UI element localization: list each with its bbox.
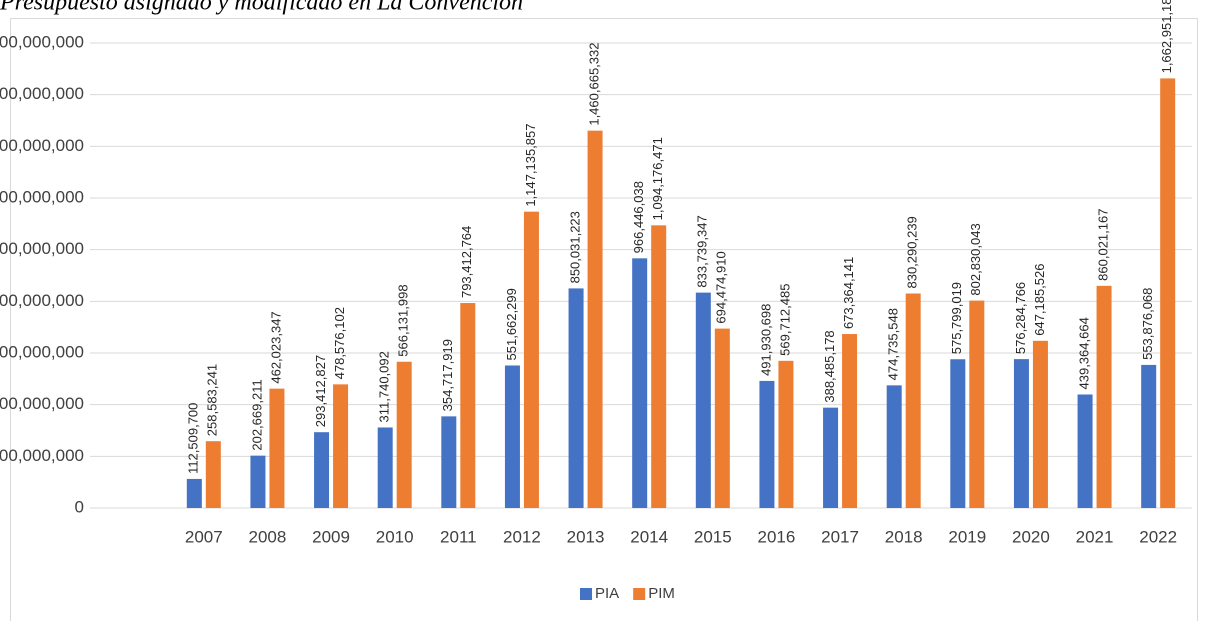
value-label: 293,412,827 [313,355,328,427]
value-label: 673,364,141 [841,257,856,329]
y-tick-label: 600,000,000 [0,342,84,361]
bar [269,388,285,508]
y-tick-label: 1,000,000,000 [0,239,84,258]
bar [651,225,667,508]
bar [504,365,520,508]
value-label: 833,739,347 [695,215,710,287]
bar [905,293,921,508]
x-tick-label: 2020 [1012,527,1050,546]
y-tick-label: 0 [75,497,84,516]
value-label: 575,799,019 [949,282,964,354]
bar [568,288,584,508]
value-label: 112,509,700 [186,403,201,474]
bar [460,303,476,508]
value-label: 1,094,176,471 [650,137,665,220]
bar [523,211,539,509]
value-label: 311,740,092 [377,351,392,422]
bar [1096,285,1112,508]
bar [205,441,221,508]
y-tick-label: 1,400,000,000 [0,136,84,155]
x-tick-label: 2010 [376,527,414,546]
legend-swatch [580,588,592,600]
value-label: 647,185,526 [1032,264,1047,336]
value-label: 553,876,068 [1140,288,1155,360]
bar [842,334,858,508]
x-tick-label: 2007 [185,527,223,546]
bar [1141,364,1157,508]
bar [759,380,775,508]
bar [377,427,393,508]
x-tick-label: 2022 [1139,527,1177,546]
x-tick-label: 2008 [249,527,287,546]
bar [950,359,966,508]
value-label: 850,031,223 [568,211,583,283]
value-label: 793,412,764 [459,226,474,298]
x-tick-label: 2021 [1076,527,1114,546]
x-tick-label: 2018 [885,527,923,546]
x-tick-label: 2009 [312,527,350,546]
value-label: 1,147,135,857 [523,124,538,207]
value-label: 354,717,919 [440,339,455,411]
y-tick-label: 800,000,000 [0,291,84,310]
bar [587,130,603,509]
value-label: 576,284,766 [1013,282,1028,354]
bar [1032,340,1048,508]
value-label: 1,460,665,332 [587,43,602,126]
x-tick-label: 2016 [758,527,796,546]
bar [695,292,711,508]
x-tick-label: 2019 [948,527,986,546]
bar [314,432,330,508]
bar [250,455,266,508]
value-label: 474,735,548 [886,308,901,380]
bar [969,300,985,508]
bar [441,416,457,508]
value-label: 694,474,910 [714,251,729,323]
x-tick-label: 2015 [694,527,732,546]
chart-frame [10,18,1198,621]
value-label: 566,131,998 [396,284,411,356]
value-label: 966,446,038 [631,181,646,253]
value-label: 478,576,102 [332,307,347,379]
x-tick-label: 2017 [821,527,859,546]
y-tick-label: 200,000,000 [0,446,84,465]
value-label: 569,712,485 [777,284,792,356]
value-label: 258,583,241 [205,364,220,436]
bar [886,385,902,508]
legend-label: PIA [595,585,619,602]
value-label: 1,662,951,184 [1159,0,1174,73]
bar [396,361,412,508]
value-label: 491,930,698 [758,304,773,376]
bar [186,478,202,508]
value-label: 439,364,664 [1077,317,1092,389]
value-label: 462,023,347 [268,311,283,383]
value-label: 830,290,239 [905,216,920,288]
y-tick-label: 400,000,000 [0,394,84,413]
value-label: 860,021,167 [1096,209,1111,281]
bar [632,258,648,508]
x-tick-label: 2012 [503,527,541,546]
value-label: 202,669,211 [249,379,264,450]
y-tick-label: 1,200,000,000 [0,187,84,206]
x-tick-label: 2013 [567,527,605,546]
chart-title: Presupuesto asignado y modificado en La … [0,0,523,16]
legend-label: PIM [648,585,675,602]
legend-swatch [633,588,646,600]
value-label: 551,662,299 [504,288,519,360]
y-tick-label: 1,600,000,000 [0,84,84,103]
value-label: 802,830,043 [968,223,983,295]
x-tick-label: 2014 [630,527,668,546]
bar [778,360,794,508]
bar [333,384,349,508]
bar [1077,394,1093,508]
bar [714,328,730,508]
y-tick-label: 1,800,000,000 [0,32,84,51]
bar [1160,78,1176,509]
value-label: 388,485,178 [822,330,837,402]
bar [823,407,839,508]
x-tick-label: 2011 [440,527,477,546]
bar [1013,359,1029,508]
